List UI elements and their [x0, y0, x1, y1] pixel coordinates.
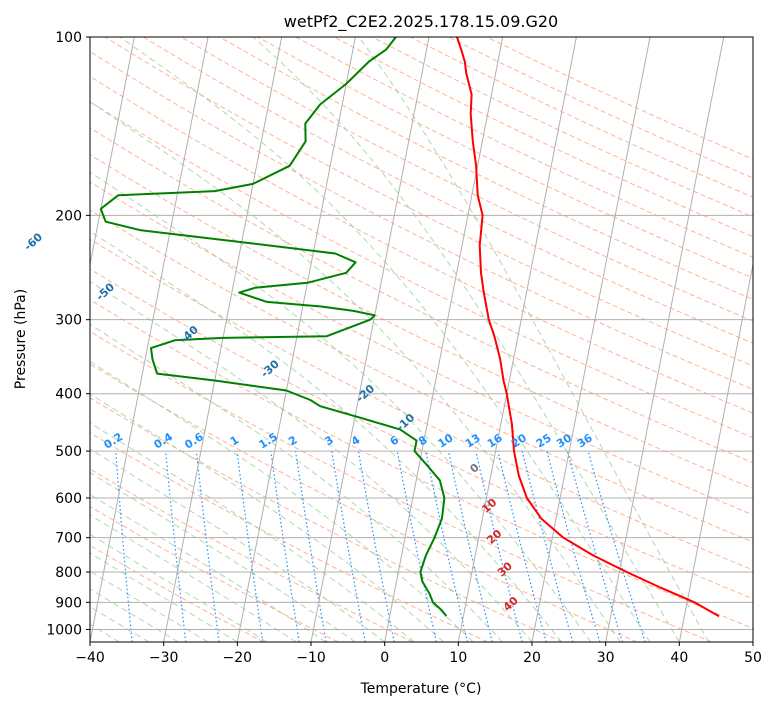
dry-adiabat-line: [219, 37, 753, 300]
sounding-traces: [99, 37, 720, 618]
mixing-ratio-line: [566, 450, 623, 642]
moist-adiabat-line: [90, 570, 209, 642]
y-tick-label: 1000: [46, 622, 82, 638]
moist-adiabats: [90, 37, 710, 642]
isotherm-line: [752, 639, 753, 642]
mixing-ratio-line: [497, 450, 547, 642]
x-tick-label: 50: [744, 650, 762, 666]
moist-adiabat-line: [90, 422, 415, 642]
y-tick-label: 400: [55, 387, 82, 403]
dry-adiabat-line: [90, 544, 264, 642]
chart-title: wetPf2_C2E2.2025.178.15.09.G20: [284, 12, 558, 32]
y-tick-label: 800: [55, 565, 82, 581]
isotherm-line: [531, 37, 651, 642]
x-tick-label: 10: [449, 650, 467, 666]
mixing-ratio-line: [587, 450, 646, 642]
x-tick-label: −10: [296, 650, 326, 666]
dry-adiabat-label: -60: [22, 230, 46, 253]
y-axis: 100 200 300 400 500 600 700 800 900 1000: [46, 30, 90, 638]
moist-adiabat-line: [90, 393, 444, 642]
dry-adiabat-line: [90, 505, 339, 642]
dry-adiabat-line: [90, 101, 753, 439]
moist-adiabat-line: [90, 471, 356, 642]
dry-adiabat-line: [90, 330, 712, 642]
mixing-ratio-line: [236, 451, 264, 642]
moist-adiabat-line: [90, 323, 503, 642]
dry-adiabat-line: [90, 432, 488, 642]
y-tick-label: 200: [55, 208, 82, 224]
mixing-ratio-line: [425, 450, 469, 642]
isotherm-line: [310, 37, 430, 642]
moist-adiabat-line: [90, 360, 474, 642]
y-axis-title: Pressure (hPa): [13, 289, 29, 389]
x-tick-label: −30: [149, 650, 179, 666]
isotherm-line: [236, 37, 356, 642]
moist-adiabat-line: [90, 533, 268, 642]
y-tick-label: 100: [55, 30, 82, 46]
isotherm-line: [678, 261, 753, 642]
mixing-ratio-line: [546, 450, 601, 642]
isotherm-line: [163, 37, 283, 642]
temperature-trace: [456, 37, 720, 618]
isotherms: [0, 37, 753, 642]
isotherm-line: [605, 37, 725, 642]
moist-adiabat-line: [90, 588, 179, 642]
dry-adiabat-line: [90, 363, 638, 642]
isotherm-line: [0, 37, 61, 642]
moist-adiabat-line: [90, 101, 621, 642]
y-tick-label: 500: [55, 444, 82, 460]
x-axis-title: Temperature (°C): [360, 681, 482, 697]
moist-adiabat-line: [90, 171, 592, 642]
y-tick-label: 300: [55, 313, 82, 329]
moist-adiabat-line: [90, 552, 238, 642]
dry-adiabat-line: [90, 127, 753, 464]
y-tick-label: 900: [55, 595, 82, 611]
x-tick-label: −40: [75, 650, 105, 666]
moist-adiabat-line: [358, 37, 710, 642]
dry-adiabat-line: [90, 181, 753, 516]
isobars: [90, 37, 753, 630]
dry-adiabat-line: [90, 299, 753, 629]
moist-adiabat-line: [90, 448, 386, 642]
dewpoint-trace: [99, 37, 448, 617]
dry-adiabat-line: [90, 268, 753, 600]
x-tick-label: 30: [597, 650, 615, 666]
x-tick-label: 40: [670, 650, 688, 666]
mixing-ratio-line: [195, 451, 220, 642]
x-axis: −40 −30 −20 −10 0 10 20 30 40 50: [75, 642, 762, 666]
x-tick-label: −20: [223, 650, 253, 666]
y-tick-label: 700: [55, 531, 82, 547]
mixing-ratio-line: [521, 450, 574, 642]
plot-frame: [89, 36, 754, 643]
isotherm-line: [90, 37, 135, 268]
isotherm-line: [90, 37, 209, 642]
y-tick-label: 600: [55, 491, 82, 507]
dry-adiabat-line: [90, 397, 563, 642]
x-tick-label: 20: [523, 650, 541, 666]
mixing-ratio-line: [475, 450, 523, 642]
dry-adiabat-line: [90, 209, 753, 543]
mixing-ratio-line: [165, 451, 187, 642]
moist-adiabat-line: [252, 37, 680, 642]
moist-adiabat-line: [90, 230, 562, 642]
mixing-ratio-line: [396, 450, 437, 642]
isotherm-line: [384, 37, 504, 642]
x-tick-label: 0: [380, 650, 389, 666]
isotherm-line: [457, 37, 577, 642]
moist-adiabat-line: [119, 37, 651, 642]
mixing-ratio-line: [270, 451, 300, 642]
